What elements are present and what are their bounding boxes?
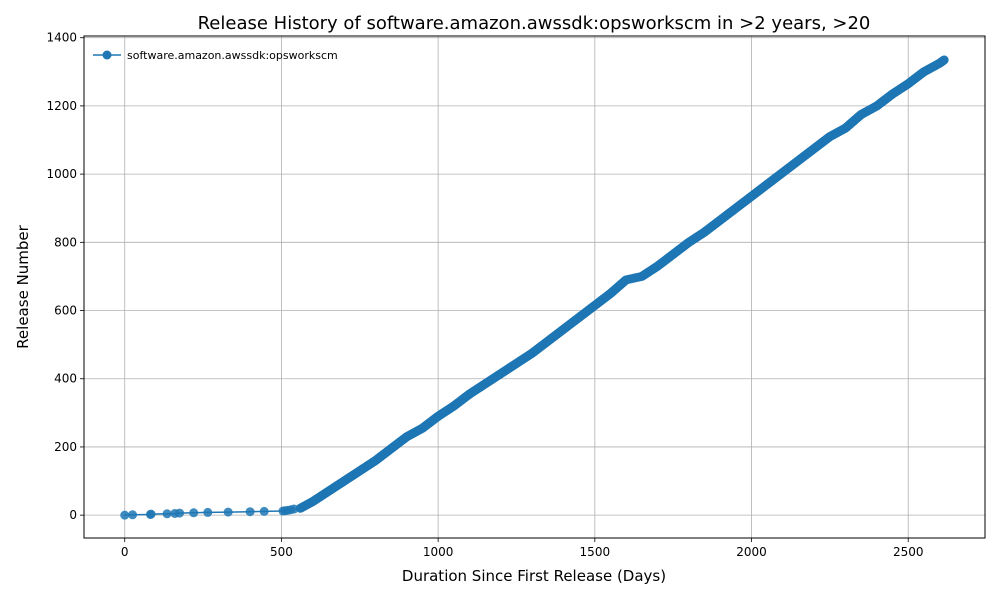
y-tick-label: 800 (54, 235, 77, 249)
data-point (939, 55, 949, 65)
x-tick-label: 1500 (580, 545, 611, 559)
y-tick-label: 200 (54, 440, 77, 454)
y-tick-label: 400 (54, 372, 77, 386)
y-axis-label: Release Number (14, 224, 32, 348)
x-tick-label: 2000 (736, 545, 767, 559)
y-tick-label: 1000 (46, 167, 77, 181)
data-point (245, 507, 255, 517)
plot-frame (83, 35, 986, 539)
data-point (223, 507, 233, 517)
x-tick-label: 1000 (423, 545, 454, 559)
y-tick-label: 0 (69, 508, 77, 522)
data-point (162, 509, 172, 519)
grid-lines (84, 36, 985, 538)
data-point (189, 508, 199, 518)
legend-marker-swatch (102, 50, 112, 60)
data-point (128, 510, 138, 520)
chart-title: Release History of software.amazon.awssd… (198, 13, 871, 34)
y-tick-label: 600 (54, 304, 77, 318)
y-tick-label: 1400 (46, 31, 77, 45)
data-point (259, 506, 269, 516)
data-point (146, 509, 156, 519)
legend-series-label: software.amazon.awssdk:opsworkscm (127, 49, 338, 62)
data-point (175, 508, 185, 518)
x-tick-label: 500 (270, 545, 293, 559)
axis-ticks: 0 500 1000 1500 2000 2500 0 200 400 600 800 1000 120… (46, 31, 923, 559)
data-point (203, 507, 213, 517)
x-axis-label: Duration Since First Release (Days) (402, 567, 666, 585)
y-tick-label: 1200 (46, 99, 77, 113)
data-series (120, 55, 949, 520)
x-tick-label: 0 (121, 545, 129, 559)
x-tick-label: 2500 (893, 545, 924, 559)
data-point (120, 510, 130, 520)
legend: software.amazon.awssdk:opsworkscm (93, 49, 338, 62)
